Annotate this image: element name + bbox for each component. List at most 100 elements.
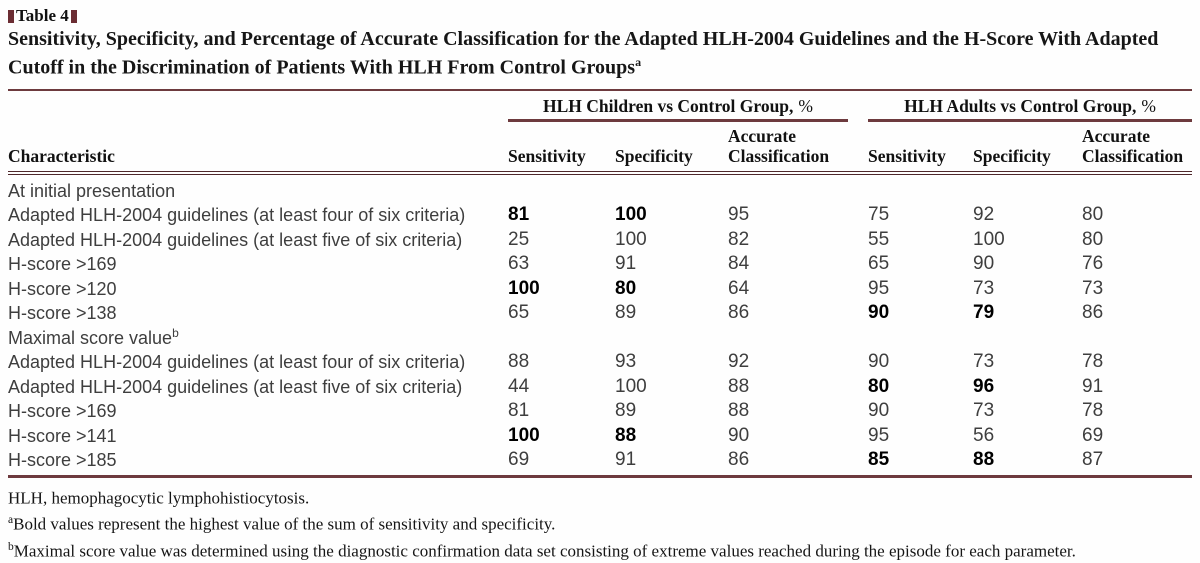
table-row: Adapted HLH-2004 guidelines (at least fi… — [8, 375, 1192, 400]
cell-value: 100 — [615, 228, 647, 250]
cell-value: 75 — [868, 204, 890, 226]
cell-value: 91 — [615, 253, 637, 275]
footnote-mark: b — [8, 540, 14, 553]
cell-value: 100 — [508, 424, 540, 446]
cell-value: 95 — [868, 424, 890, 446]
footnote-text: HLH, hemophagocytic lymphohistiocytosis. — [8, 488, 310, 508]
row-label: H-score >138 — [8, 303, 117, 324]
cell-value: 90 — [868, 400, 890, 422]
cell-value: 88 — [615, 424, 637, 446]
cell-value: 78 — [1082, 351, 1104, 373]
spacer-cell — [848, 375, 868, 400]
row-label: Adapted HLH-2004 guidelines (at least fo… — [8, 352, 466, 373]
table-title-footnote-mark: a — [635, 55, 642, 69]
cell-value: 80 — [615, 277, 637, 299]
cell-value: 92 — [973, 204, 995, 226]
cell-value: 92 — [728, 351, 750, 373]
data-table: HLH Children vs Control Group,% HLH Adul… — [8, 88, 1193, 478]
footnote-abbreviation: HLH, hemophagocytic lymphohistiocytosis. — [8, 483, 1192, 510]
footnote-mark: a — [8, 514, 14, 527]
col-header-characteristic: Characteristic — [8, 120, 508, 175]
spacer-cell — [848, 448, 869, 478]
cell-value: 81 — [508, 400, 530, 422]
cell-value: 88 — [973, 448, 1083, 478]
spacer-cell — [848, 90, 868, 121]
cell-value: 91 — [615, 448, 728, 478]
row-label: H-score >120 — [8, 278, 117, 299]
table-row: Adapted HLH-2004 guidelines (at least fi… — [8, 228, 1192, 253]
row-label: Adapted HLH-2004 guidelines (at least fo… — [8, 205, 466, 226]
section-header-row: Maximal score valueb — [8, 326, 1192, 351]
column-group-header-row: HLH Children vs Control Group,% HLH Adul… — [8, 89, 1193, 122]
cell-value: 76 — [1082, 253, 1104, 275]
column-header-row: Characteristic Sensitivity Specificity A… — [8, 120, 1193, 175]
table-label-right-marker-icon — [70, 9, 77, 23]
cell-value: 100 — [615, 375, 647, 397]
table-label-row: Table 4 — [8, 6, 1192, 26]
row-label: H-score >185 — [8, 448, 508, 478]
table-row: H-score >185 69 91 86 85 88 87 — [8, 448, 1193, 478]
cell-value: 65 — [868, 253, 890, 275]
spacer-cell — [848, 228, 868, 253]
cell-value: 64 — [728, 277, 750, 299]
footnote-b: bMaximal score value was determined usin… — [8, 536, 1192, 563]
cell-value: 90 — [973, 253, 995, 275]
cell-value: 80 — [1082, 228, 1104, 250]
col-group-children-unit: % — [798, 95, 813, 116]
row-label: Adapted HLH-2004 guidelines (at least fi… — [8, 376, 463, 397]
cell-value: 100 — [615, 204, 647, 226]
cell-value: 73 — [973, 400, 995, 422]
table-body: At initial presentation Adapted HLH-2004 … — [8, 173, 1193, 478]
cell-value: 90 — [868, 351, 890, 373]
table-title-text: Sensitivity, Specificity, and Percentage… — [8, 28, 1159, 79]
col-header-children-accurate-classification: Accurate Classification — [728, 120, 849, 175]
footnotes: HLH, hemophagocytic lymphohistiocytosis.… — [8, 483, 1192, 563]
cell-value: 65 — [508, 302, 530, 324]
cell-value: 86 — [728, 448, 849, 478]
table-row: H-score >120 100 80 64 95 73 73 — [8, 277, 1192, 302]
spacer-cell — [848, 301, 868, 326]
cell-value: 86 — [1082, 302, 1104, 324]
cell-value: 73 — [973, 277, 995, 299]
section-header: Maximal score valueb — [8, 325, 179, 348]
cell-value: 69 — [508, 448, 615, 478]
table-row: H-score >169 81 89 88 90 73 78 — [8, 399, 1192, 424]
table-row: Adapted HLH-2004 guidelines (at least fo… — [8, 203, 1192, 228]
table-row: H-score >138 65 89 86 90 79 86 — [8, 301, 1192, 326]
table-row: Adapted HLH-2004 guidelines (at least fo… — [8, 350, 1192, 375]
cell-value: 95 — [868, 277, 890, 299]
cell-value: 95 — [728, 204, 750, 226]
spacer-cell — [848, 399, 868, 424]
spacer-cell — [848, 252, 868, 277]
cell-value: 82 — [728, 228, 750, 250]
cell-value: 89 — [615, 302, 637, 324]
cell-value: 86 — [728, 302, 750, 324]
cell-value: 90 — [868, 302, 890, 324]
spacer-cell — [848, 120, 869, 175]
col-group-children: HLH Children vs Control Group,% — [508, 89, 849, 122]
col-group-adults-label: HLH Adults vs Control Group, — [904, 95, 1137, 116]
section-header-row: At initial presentation — [8, 173, 1192, 204]
cell-value: 80 — [868, 375, 890, 397]
table-title: Sensitivity, Specificity, and Percentage… — [8, 28, 1192, 80]
row-label: Adapted HLH-2004 guidelines (at least fi… — [8, 229, 463, 250]
table-label-left-marker-icon — [8, 9, 14, 23]
cell-value: 88 — [728, 375, 750, 397]
row-label: H-score >169 — [8, 401, 117, 422]
section-header: At initial presentation — [8, 180, 176, 201]
empty-corner-cell — [8, 90, 508, 121]
row-label: H-score >169 — [8, 254, 117, 275]
cell-value: 84 — [728, 253, 750, 275]
cell-value: 55 — [868, 228, 890, 250]
cell-value: 96 — [973, 375, 995, 397]
cell-value: 79 — [973, 302, 995, 324]
table-label: Table 4 — [16, 6, 69, 25]
cell-value: 89 — [615, 400, 637, 422]
cell-value: 78 — [1082, 400, 1104, 422]
cell-value: 85 — [868, 448, 974, 478]
col-group-adults-unit: % — [1141, 95, 1156, 116]
cell-value: 87 — [1082, 448, 1193, 478]
col-header-children-sensitivity: Sensitivity — [508, 120, 615, 175]
cell-value: 90 — [728, 424, 750, 446]
